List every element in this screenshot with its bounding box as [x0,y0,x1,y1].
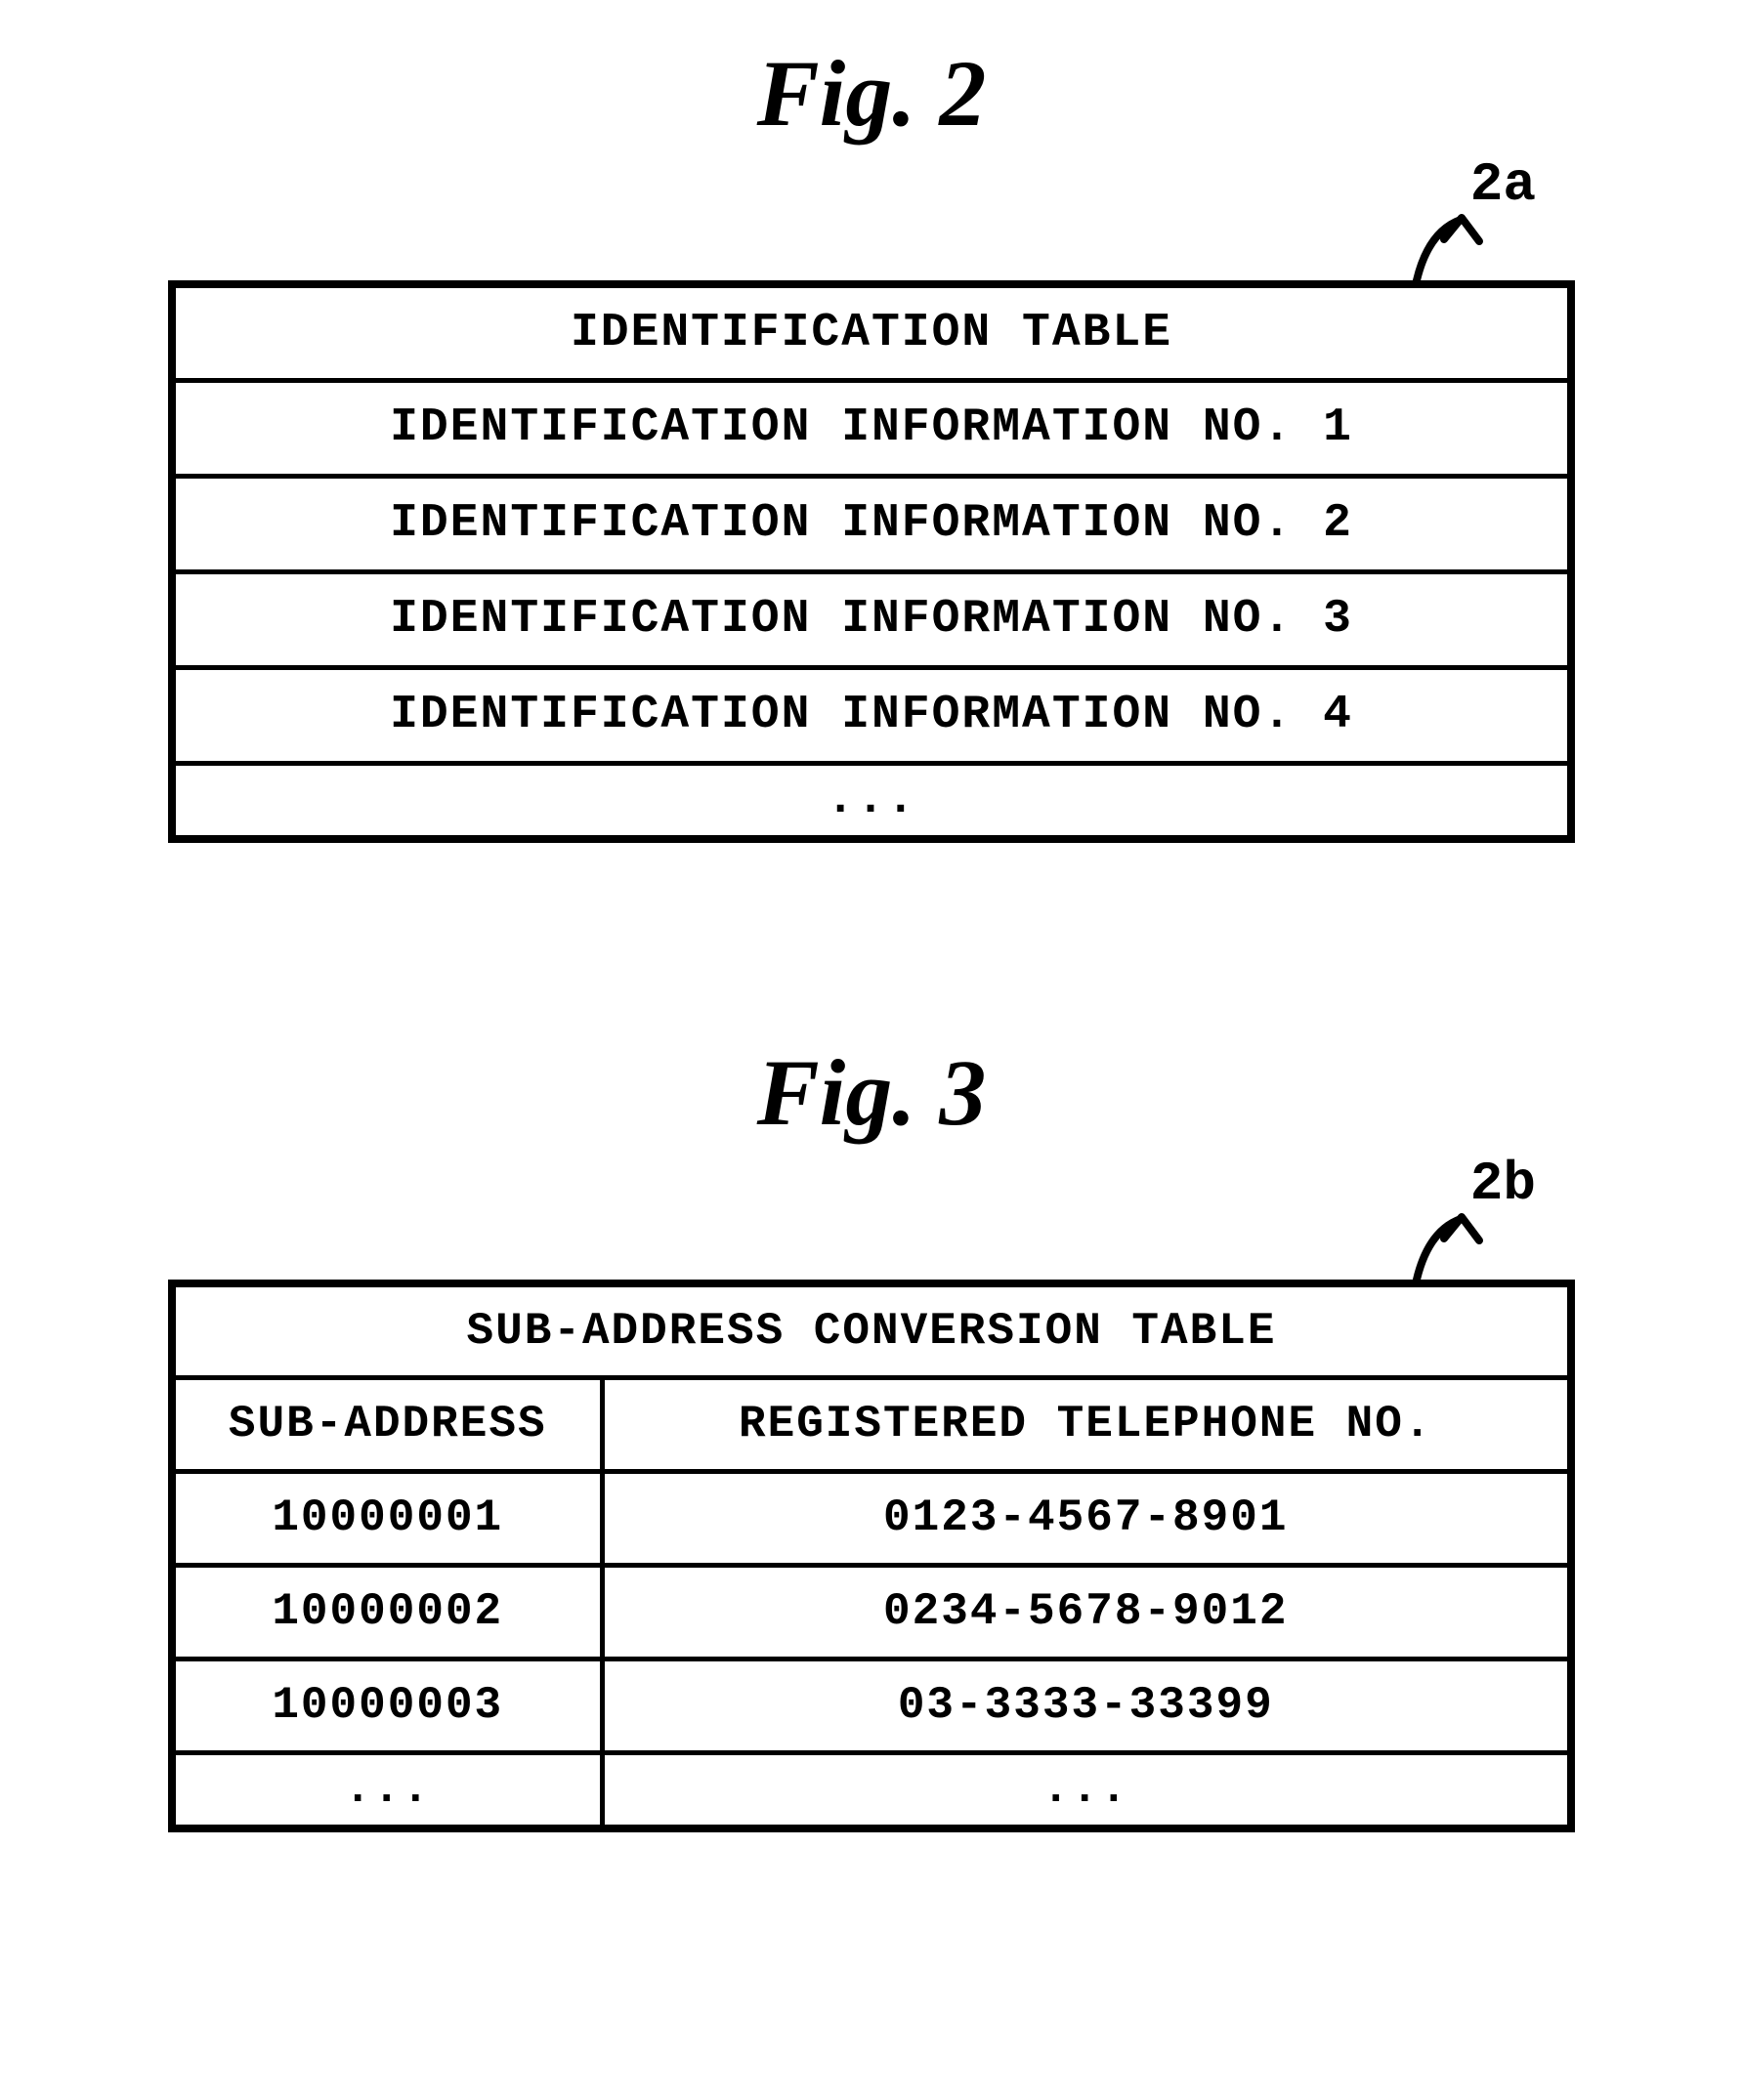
conversion-tel-1: 0123-4567-8901 [602,1471,1571,1565]
figure-3-title: Fig. 3 [757,1038,987,1147]
table-row: 10000002 0234-5678-9012 [172,1565,1571,1659]
table-row: 10000001 0123-4567-8901 [172,1471,1571,1565]
conversion-tel-3: 03-3333-33399 [602,1659,1571,1752]
table-row: ... [172,763,1571,839]
table-row: ... ... [172,1752,1571,1828]
conversion-sub-2: 10000002 [172,1565,602,1659]
figure-2-lead-line-icon [1407,212,1495,280]
figure-3: Fig. 3 2b SUB-ADDRESS CONVERSION TABLE S… [0,1038,1743,1832]
figure-3-ref-label: 2b [1470,1156,1536,1211]
conversion-table-header-row: SUB-ADDRESS REGISTERED TELEPHONE NO. [172,1377,1571,1471]
figure-2-ref-label: 2a [1470,157,1536,212]
conversion-sub-ellipsis: ... [172,1752,602,1828]
sub-address-conversion-table: SUB-ADDRESS CONVERSION TABLE SUB-ADDRESS… [168,1280,1575,1832]
conversion-table-title-row: SUB-ADDRESS CONVERSION TABLE [172,1283,1571,1377]
table-row: IDENTIFICATION INFORMATION NO. 3 [172,571,1571,667]
figure-2-title: Fig. 2 [757,39,987,147]
conversion-col-tel-header: REGISTERED TELEPHONE NO. [602,1377,1571,1471]
figure-3-lead-line-icon [1407,1211,1495,1280]
figure-2: Fig. 2 2a IDENTIFICATION TABLE IDENTIFIC… [0,39,1743,843]
conversion-tel-ellipsis: ... [602,1752,1571,1828]
identification-table-header: IDENTIFICATION TABLE [172,284,1571,380]
conversion-table-title: SUB-ADDRESS CONVERSION TABLE [172,1283,1571,1377]
figure-2-ref-row: 2a [168,157,1575,212]
identification-row-1: IDENTIFICATION INFORMATION NO. 1 [172,380,1571,476]
table-row: IDENTIFICATION INFORMATION NO. 2 [172,476,1571,571]
figure-2-lead-line-holder [168,212,1575,280]
table-row: IDENTIFICATION INFORMATION NO. 4 [172,667,1571,763]
identification-ellipsis: ... [172,763,1571,839]
figure-3-ref-row: 2b [168,1156,1575,1211]
identification-row-2: IDENTIFICATION INFORMATION NO. 2 [172,476,1571,571]
conversion-sub-1: 10000001 [172,1471,602,1565]
table-row: IDENTIFICATION INFORMATION NO. 1 [172,380,1571,476]
figure-gap [0,843,1743,1038]
figure-3-lead-line-holder [168,1211,1575,1280]
identification-row-3: IDENTIFICATION INFORMATION NO. 3 [172,571,1571,667]
identification-row-4: IDENTIFICATION INFORMATION NO. 4 [172,667,1571,763]
conversion-col-sub-header: SUB-ADDRESS [172,1377,602,1471]
conversion-tel-2: 0234-5678-9012 [602,1565,1571,1659]
identification-table: IDENTIFICATION TABLE IDENTIFICATION INFO… [168,280,1575,843]
identification-table-header-row: IDENTIFICATION TABLE [172,284,1571,380]
table-row: 10000003 03-3333-33399 [172,1659,1571,1752]
conversion-sub-3: 10000003 [172,1659,602,1752]
